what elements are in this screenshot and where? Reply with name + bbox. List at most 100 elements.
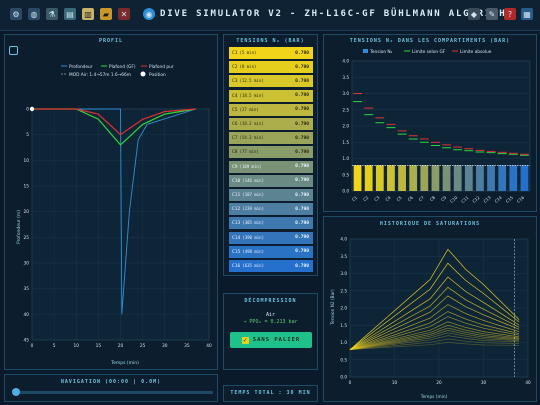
help-icon[interactable]: ? <box>504 8 516 20</box>
profile-ytick: 40 <box>24 312 30 318</box>
saturation-line-c5 <box>349 295 520 351</box>
bar-c6 <box>409 165 418 191</box>
bar-c12 <box>476 165 484 191</box>
check-icon: ✓ <box>241 336 249 344</box>
tensions-title: TENSIONS N₂ (BAR) <box>236 38 305 44</box>
tension-value: 0.790 <box>295 64 309 70</box>
saturation-ytick: 0.5 <box>340 357 347 362</box>
profile-ytick: 5 <box>26 132 29 138</box>
tension-value: 0.790 <box>295 149 309 155</box>
tension-name: C2 <box>232 65 238 71</box>
bars-ytick: 2.5 <box>342 107 349 112</box>
tension-row-c1: C1 (5 min) 0.790 <box>229 47 313 59</box>
saturation-ytick: 3.5 <box>340 254 347 259</box>
deco-gas: Air <box>265 312 276 318</box>
legend-tension: Tension N₂ <box>369 49 393 55</box>
saturation-line-c2 <box>349 262 520 350</box>
bars-xtick: C15 <box>505 195 515 204</box>
bar-c10 <box>453 165 462 191</box>
profile-chart[interactable]: Profondeur Plafond (GF) Plafond pur MOD … <box>5 47 217 369</box>
tension-value: 0.790 <box>295 249 309 255</box>
bar-c8 <box>431 165 440 191</box>
bars-ytick: 1.0 <box>342 156 349 161</box>
profile-ytick: 30 <box>24 261 30 267</box>
legend-depth: Profondeur <box>69 64 93 70</box>
document-icon[interactable]: ▤ <box>64 8 76 20</box>
saturation-line-c7 <box>349 311 520 351</box>
tension-row-c10: C10 (146 min) 0.790 <box>229 174 313 187</box>
saturation-ytick: 0.0 <box>340 375 347 380</box>
globe-icon[interactable]: ◍ <box>28 8 40 20</box>
tension-name: C10 <box>232 178 241 184</box>
tension-row-c15: C15 (498 min) 0.790 <box>229 245 313 258</box>
tension-row-c4: C4 (18.5 min) 0.790 <box>229 89 313 102</box>
bars-xtick: C2 <box>362 195 370 203</box>
book-icon[interactable]: ▦ <box>521 8 533 20</box>
flask-icon[interactable]: ⚗ <box>46 8 58 20</box>
tension-halflife: (390 min) <box>242 234 264 240</box>
tension-name: C12 <box>232 207 241 213</box>
profile-position-marker[interactable] <box>29 106 35 112</box>
bars-xtick: C4 <box>384 195 392 203</box>
gamepad-icon[interactable]: ◆ <box>468 8 480 20</box>
tension-row-c9: C9 (109 min) 0.790 <box>229 160 313 173</box>
bars-xtick: C12 <box>471 195 481 204</box>
clipboard-icon[interactable]: ▥ <box>82 8 94 20</box>
saturation-chart: Tension N2 (Bar) Temps (min) 0.0 0.5 1.0 1.… <box>330 237 531 401</box>
tension-name: C9 <box>232 164 238 170</box>
saturation-line-c16 <box>349 342 520 351</box>
tension-halflife: (77 min) <box>239 149 259 155</box>
tension-value: 0.790 <box>295 206 309 212</box>
profile-xtick: 0 <box>31 343 34 349</box>
tension-halflife: (5 min) <box>239 50 257 55</box>
compartments-panel: TENSIONS N₂ DANS LES COMPARTIMENTS (BAR)… <box>323 34 537 212</box>
bar-c15 <box>509 165 518 191</box>
bar-c4 <box>387 165 395 191</box>
tension-row-c2: C2 (8 min) 0.790 <box>229 61 313 74</box>
bar-c1 <box>353 165 362 191</box>
tension-halflife: (239 min) <box>242 206 264 212</box>
profile-xtick: 25 <box>140 343 146 349</box>
mute-icon[interactable]: ✕ <box>118 8 130 20</box>
saturation-panel: HISTORIQUE DE SATURATIONS Tension N2 (Ba… <box>323 216 537 402</box>
profile-ytick: 10 <box>24 158 30 164</box>
pin-icon[interactable] <box>9 46 18 55</box>
tension-halflife: (12.5 min) <box>239 78 264 84</box>
tension-name: C4 <box>232 93 238 99</box>
tension-row-c6: C6 (38.3 min) 0.790 <box>229 118 313 130</box>
tension-value: 0.790 <box>295 178 309 184</box>
saturation-xlabel: Temps (min) <box>420 394 448 400</box>
navigation-slider-handle[interactable] <box>12 388 20 396</box>
saturation-ytick: 4.0 <box>340 237 347 242</box>
tension-value: 0.790 <box>295 50 309 56</box>
saturation-line-c4 <box>349 286 520 351</box>
legend-gf-limit: Limite selon GF <box>412 49 446 55</box>
profile-xtick: 15 <box>96 343 102 349</box>
bars-xtick: C16 <box>516 195 526 204</box>
saturation-line-c12 <box>349 330 520 351</box>
total-time: TEMPS TOTAL : 38 MIN <box>230 390 311 396</box>
bar-c5 <box>398 165 406 191</box>
tension-row-c5: C5 (27 min) 0.790 <box>229 103 313 116</box>
tension-name: C11 <box>232 193 241 198</box>
tension-halflife: (187 min) <box>242 192 264 197</box>
tension-halflife: (635 min) <box>242 263 264 268</box>
no-stop-button[interactable]: ✓ SANS PALIER <box>230 332 312 348</box>
bars-legend: Tension N₂ Limite selon GF Limite absolu… <box>363 49 492 55</box>
profile-xlabel: Temps (min) <box>110 360 139 366</box>
bars-xtick: C11 <box>460 195 470 204</box>
saturation-line-c14 <box>349 335 520 351</box>
tension-value: 0.790 <box>295 235 309 241</box>
profile-ytick: 25 <box>24 235 30 241</box>
folder-icon[interactable]: ▰ <box>100 8 112 20</box>
bar-c7 <box>420 165 429 191</box>
profile-ytick: 35 <box>24 286 30 292</box>
tension-halflife: (38.3 min) <box>239 121 264 126</box>
wrench-icon[interactable]: ✎ <box>486 8 498 20</box>
navigation-slider-track[interactable] <box>17 391 213 394</box>
profile-depth-line <box>32 108 196 315</box>
bars-ytick: 0.5 <box>342 172 349 177</box>
saturation-ytick: 1.0 <box>340 340 347 345</box>
bars-ytick: 3.0 <box>342 91 349 96</box>
gear-icon[interactable]: ⚙ <box>10 8 22 20</box>
